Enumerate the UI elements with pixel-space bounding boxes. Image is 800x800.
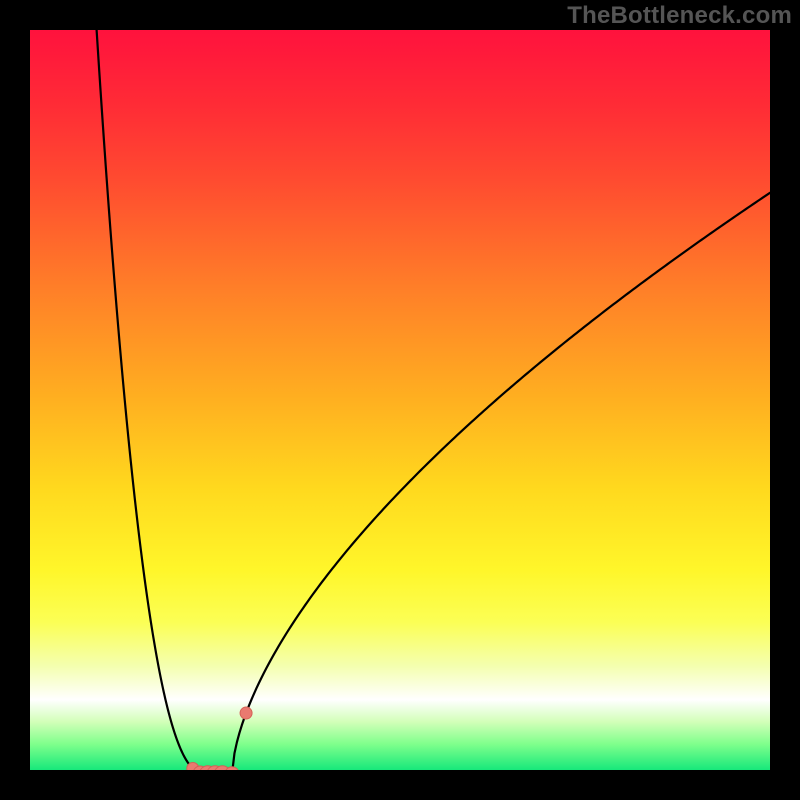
gradient-background [30, 30, 770, 770]
plot-svg [30, 30, 770, 770]
figure-container: TheBottleneck.com [0, 0, 800, 800]
valley-marker [240, 707, 252, 719]
plot-area [30, 30, 770, 770]
attribution-watermark: TheBottleneck.com [567, 2, 792, 30]
